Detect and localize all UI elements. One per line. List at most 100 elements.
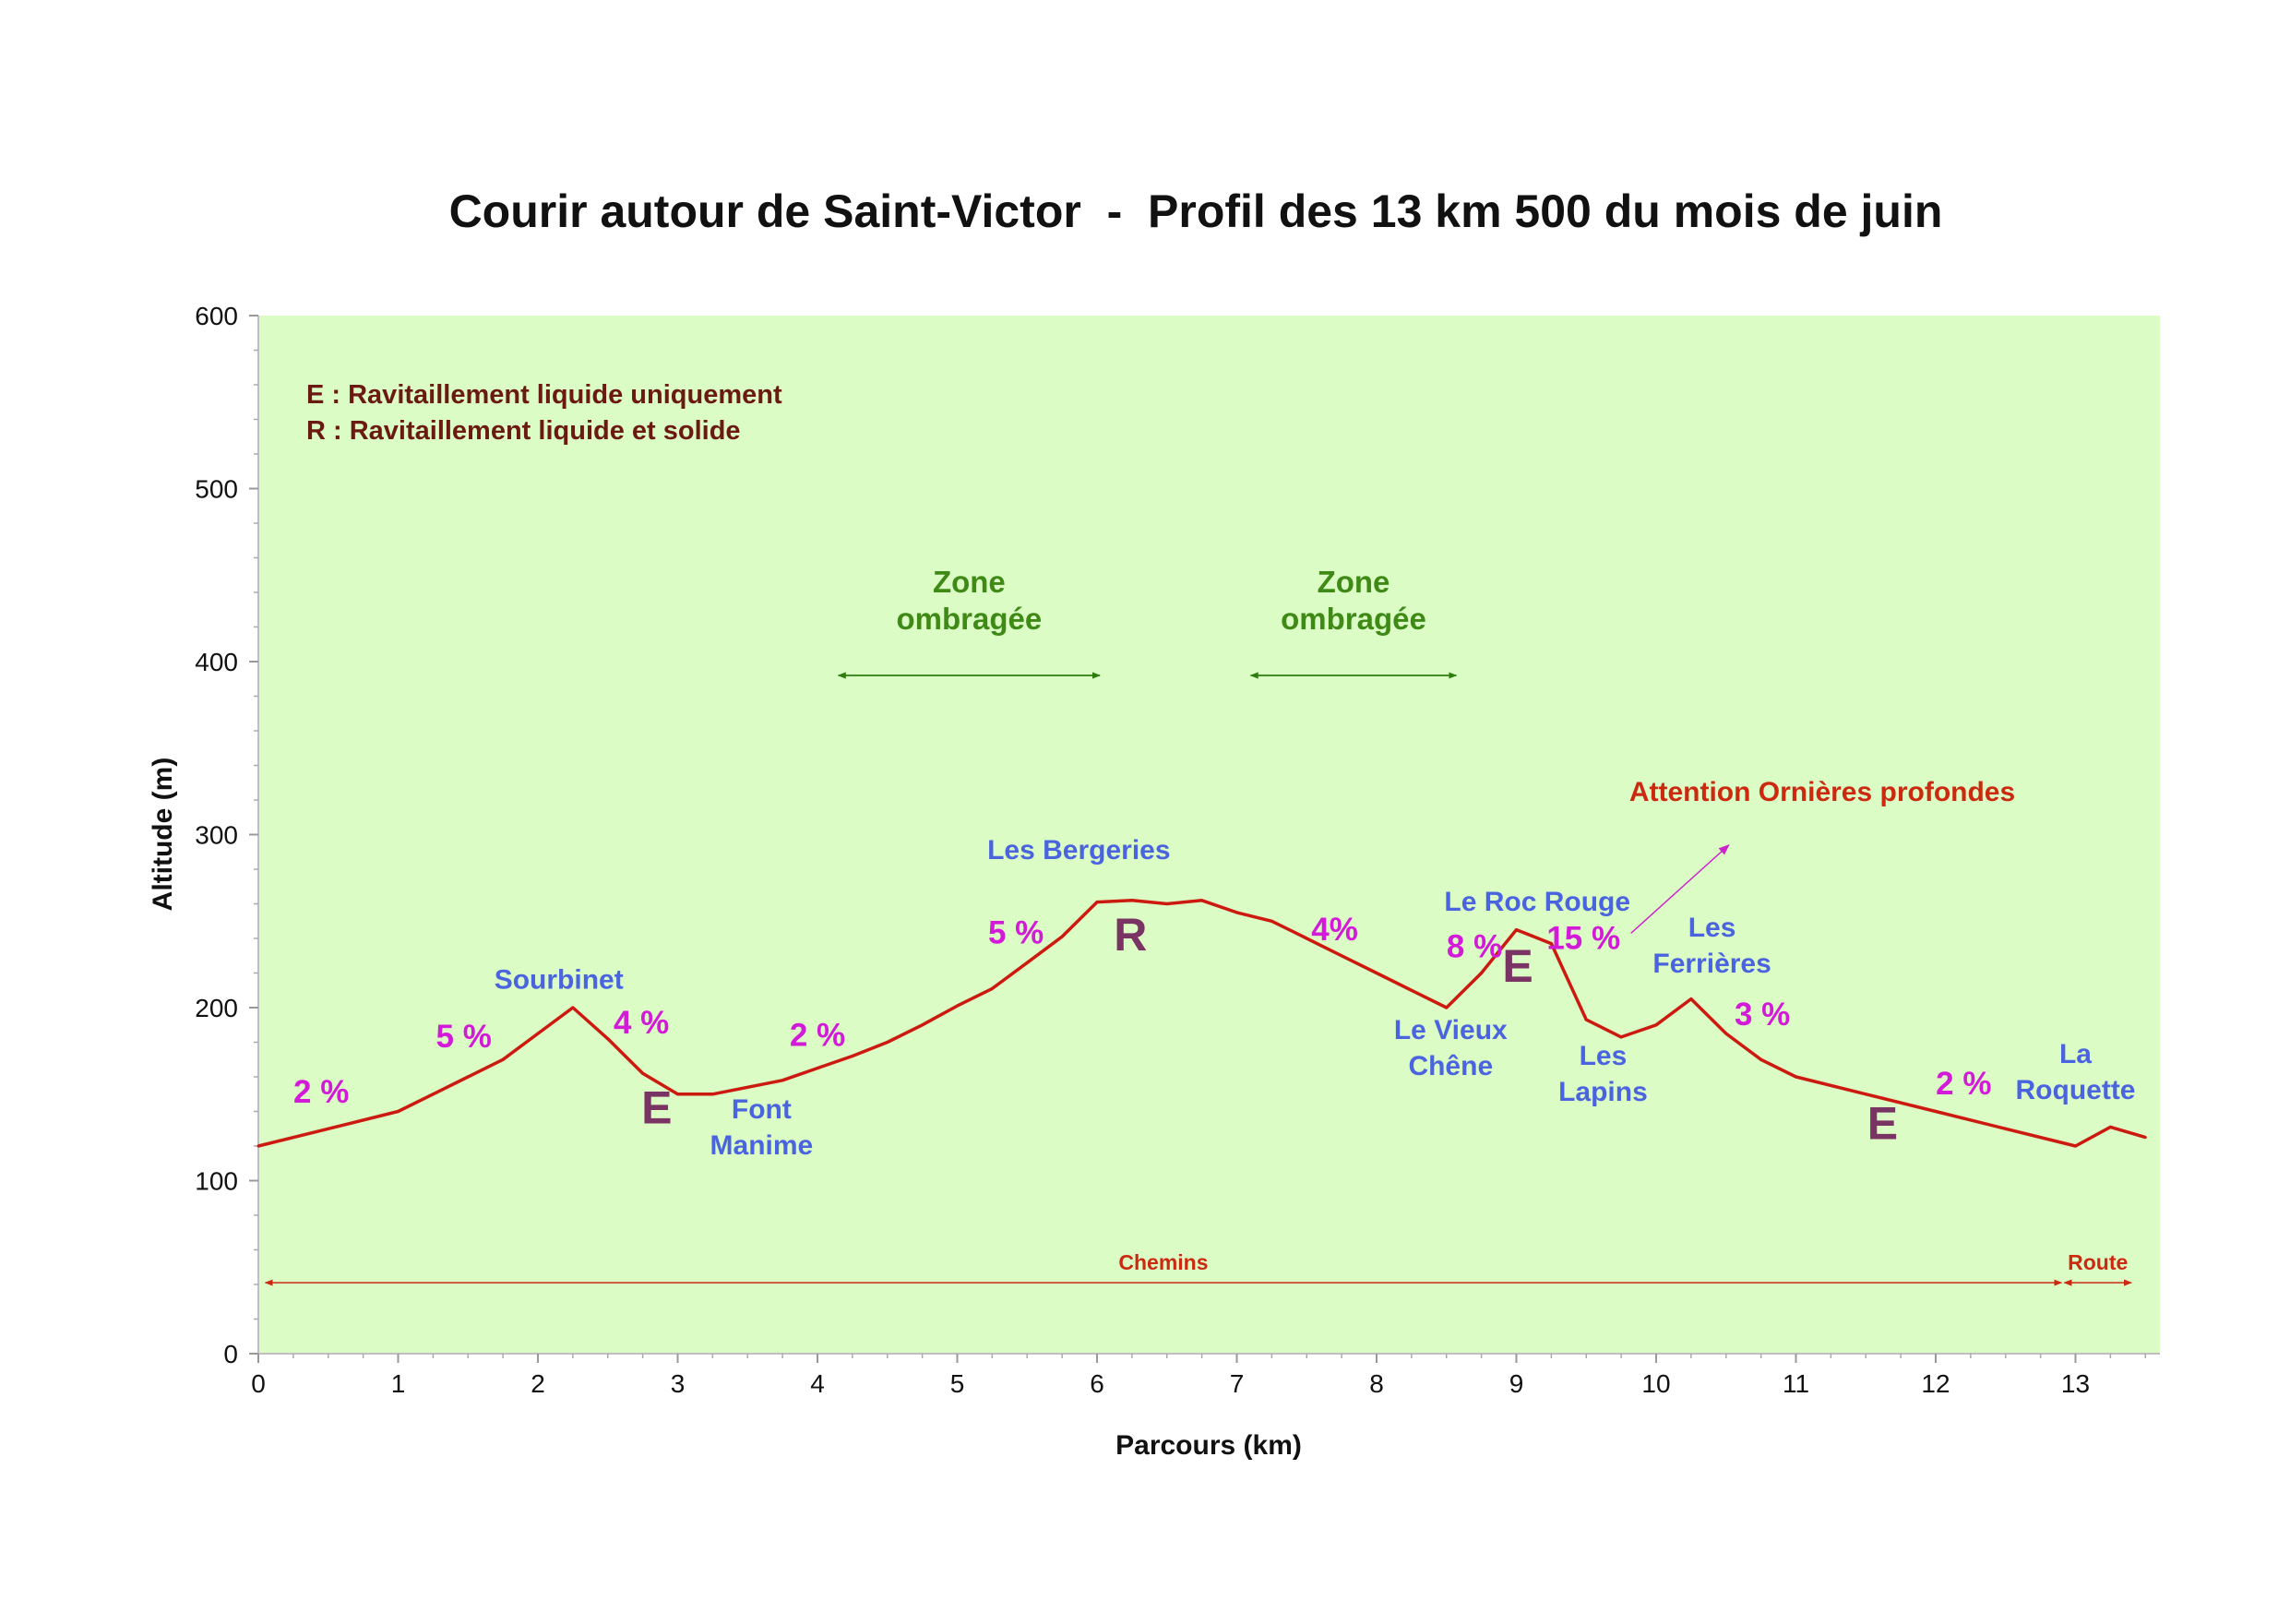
place-label: Le Roc Rouge (1444, 887, 1630, 917)
place-label: Le Vieux Chêne (1394, 1015, 1508, 1081)
data-point (1480, 972, 1484, 974)
data-point (956, 1004, 959, 1008)
data-point (1200, 899, 1204, 902)
place-label: Font Manime (710, 1094, 814, 1161)
x-tick-label: 8 (1369, 1369, 1384, 1398)
data-point (397, 1110, 400, 1113)
data-point (1305, 937, 1308, 940)
x-tick-label: 3 (671, 1369, 686, 1398)
place-label-line: La (2059, 1039, 2092, 1069)
gradient-label: 4 % (614, 1005, 669, 1041)
data-point (1619, 1035, 1623, 1039)
gradient-label: 8 % (1447, 929, 1502, 965)
gradient-label: 2 % (1936, 1066, 1991, 1102)
data-point (1689, 997, 1693, 1001)
refreshment-station-e: E (641, 1082, 672, 1134)
data-point (1724, 1032, 1728, 1035)
x-tick-label: 10 (1641, 1369, 1670, 1398)
data-point (1654, 1023, 1658, 1027)
place-label: Sourbinet (495, 964, 624, 995)
surface-label: Chemins (1118, 1250, 1208, 1274)
x-tick-label: 6 (1090, 1369, 1104, 1398)
surface-chemins: Chemins (264, 1250, 2063, 1286)
data-point (327, 1127, 330, 1130)
warning-arrow (1630, 843, 1730, 934)
data-point (990, 986, 994, 990)
gradient-label: 2 % (293, 1074, 349, 1110)
refreshment-station-e: E (1867, 1098, 1898, 1150)
gradient-label: 2 % (790, 1017, 845, 1053)
y-tick-label: 300 (195, 821, 238, 850)
data-point (676, 1093, 679, 1096)
y-tick-label: 400 (195, 648, 238, 676)
data-point (536, 1032, 540, 1035)
data-point (816, 1067, 819, 1070)
data-point (710, 1093, 714, 1096)
data-point (1095, 901, 1099, 904)
data-point (1270, 919, 1273, 923)
data-point (1759, 1057, 1763, 1061)
x-tick-label: 5 (950, 1369, 965, 1398)
data-point (1584, 1018, 1588, 1021)
data-point (1235, 911, 1238, 914)
place-label: Les Lapins (1558, 1041, 1648, 1107)
surface-types: Chemins Route (264, 1250, 2133, 1286)
place-label-line: Le Vieux (1394, 1015, 1508, 1045)
data-point (2074, 1144, 2077, 1148)
warning-annotation: Attention Ornières profondes (1629, 777, 2015, 934)
place-label-line: Le Roc Rouge (1444, 887, 1630, 917)
x-tick-label: 13 (2061, 1369, 2090, 1398)
data-point (1795, 1075, 1797, 1079)
data-point (431, 1093, 435, 1096)
legend-line-e: E : Ravitaillement liquide uniquement (306, 380, 782, 410)
x-tick-label: 4 (810, 1369, 825, 1398)
place-label-line: Sourbinet (495, 964, 624, 995)
place-label-line: Font (732, 1094, 792, 1125)
data-point (745, 1085, 749, 1089)
y-tick-label: 100 (195, 1167, 238, 1196)
place-label-line: Manime (710, 1130, 814, 1161)
surface-route: Route (2063, 1250, 2133, 1286)
x-tick-label: 11 (1783, 1369, 1809, 1398)
gradient-label: 15 % (1546, 920, 1620, 956)
zone-label: ombragée (897, 602, 1043, 636)
data-point (606, 1037, 610, 1041)
data-point (1515, 928, 1518, 932)
data-point (1864, 1093, 1867, 1096)
data-point (466, 1075, 470, 1079)
data-point (1340, 954, 1343, 958)
place-label-line: Lapins (1558, 1077, 1648, 1107)
data-point (1375, 972, 1378, 974)
data-point (886, 1041, 889, 1044)
data-point (921, 1023, 924, 1027)
place-label: Les Bergeries (987, 835, 1170, 866)
plot-area (258, 316, 2160, 1354)
chart-title: Courir autour de Saint-Victor - Profil d… (449, 185, 1943, 237)
x-tick-label: 1 (391, 1369, 406, 1398)
data-point (1549, 942, 1553, 946)
gradient-label: 3 % (1735, 997, 1790, 1033)
y-tick-label: 0 (223, 1340, 238, 1368)
zone-label: ombragée (1281, 602, 1426, 636)
data-point (571, 1006, 575, 1009)
data-point (641, 1071, 645, 1075)
gradient-label: 5 % (436, 1019, 492, 1055)
legend-line-r: R : Ravitaillement liquide et solide (306, 416, 741, 446)
place-label-line: Les (1580, 1041, 1628, 1071)
x-tick-label: 12 (1921, 1369, 1950, 1398)
data-point (1165, 902, 1169, 905)
data-point (256, 1144, 260, 1148)
data-point (501, 1057, 505, 1061)
data-point (1934, 1110, 1938, 1113)
place-label-line: Les (1688, 913, 1736, 943)
place-label: La Roquette (2016, 1039, 2136, 1105)
place-label: Les Ferrières (1652, 913, 1771, 979)
place-label-line: Ferrières (1652, 949, 1771, 979)
y-tick-label: 500 (195, 475, 238, 504)
y-axis-label: Altitude (m) (148, 758, 178, 912)
data-point (1130, 899, 1134, 902)
warning-label: Attention Ornières profondes (1629, 777, 2015, 807)
